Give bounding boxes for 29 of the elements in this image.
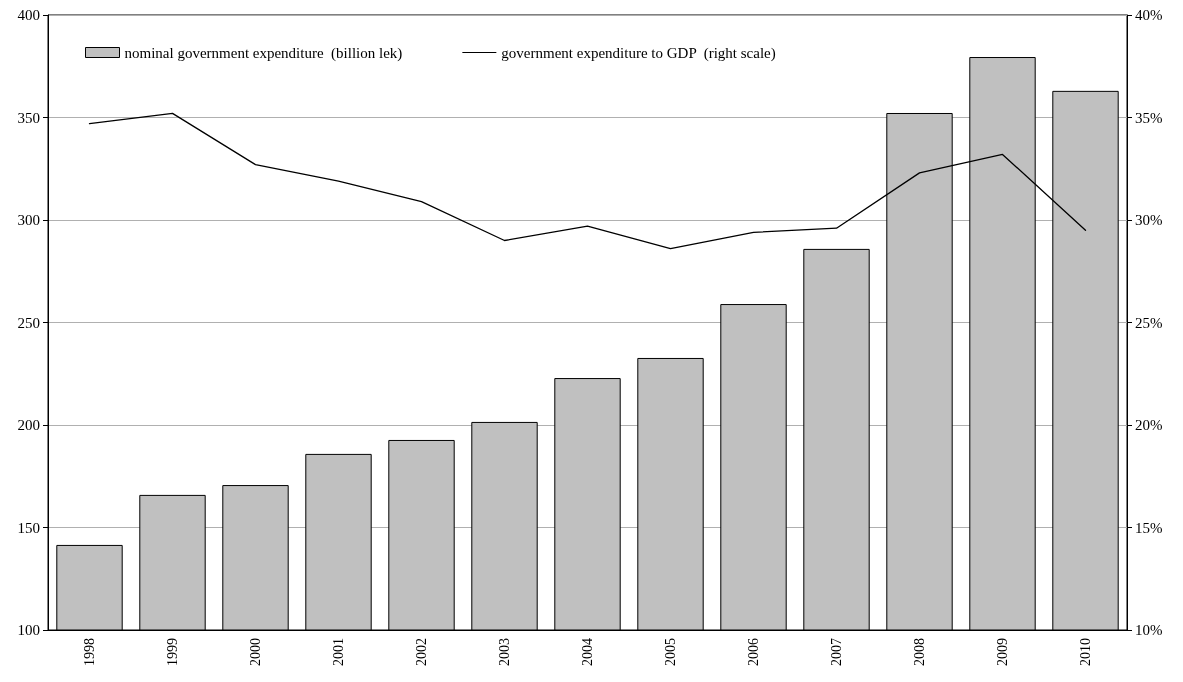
y-tick-label: 150 — [17, 519, 40, 536]
y2-tick-label: 15% — [1135, 519, 1163, 536]
y2-tick-label: 10% — [1135, 622, 1163, 638]
x-tick-label: 2005 — [663, 638, 678, 666]
x-tick-label: 1999 — [165, 638, 180, 666]
y2-tick-label: 25% — [1135, 314, 1163, 331]
x-tick-label: 2001 — [331, 638, 346, 666]
x-tick-label: 2003 — [497, 638, 512, 666]
legend-label: nominal government expenditure (billion lek) — [124, 44, 403, 62]
y-tick-label: 100 — [17, 622, 40, 638]
x-tick-label: 2004 — [580, 638, 595, 666]
x-tick-label: 2006 — [746, 638, 761, 666]
y-tick-label: 300 — [17, 212, 40, 228]
x-tick-label: 1998 — [82, 638, 97, 666]
x-tick-label: 2009 — [995, 638, 1010, 666]
y-tick-label: 250 — [17, 314, 40, 331]
x-tick-label: 2008 — [912, 638, 927, 666]
x-tick-label: 2010 — [1078, 638, 1093, 666]
y2-tick-label: 30% — [1135, 212, 1163, 228]
x-tick-label: 2000 — [248, 638, 263, 666]
legend-label: government expenditure to GDP (right scale) — [501, 44, 776, 62]
y2-tick-label: 35% — [1135, 109, 1163, 126]
x-tick-label: 2007 — [829, 638, 844, 666]
x-tick-label: 2002 — [414, 638, 429, 666]
y-tick-label: 400 — [17, 7, 40, 23]
y-tick-label: 200 — [17, 417, 40, 433]
y-tick-label: 350 — [17, 109, 40, 126]
y2-tick-label: 20% — [1135, 417, 1163, 433]
y2-tick-label: 40% — [1135, 7, 1163, 23]
